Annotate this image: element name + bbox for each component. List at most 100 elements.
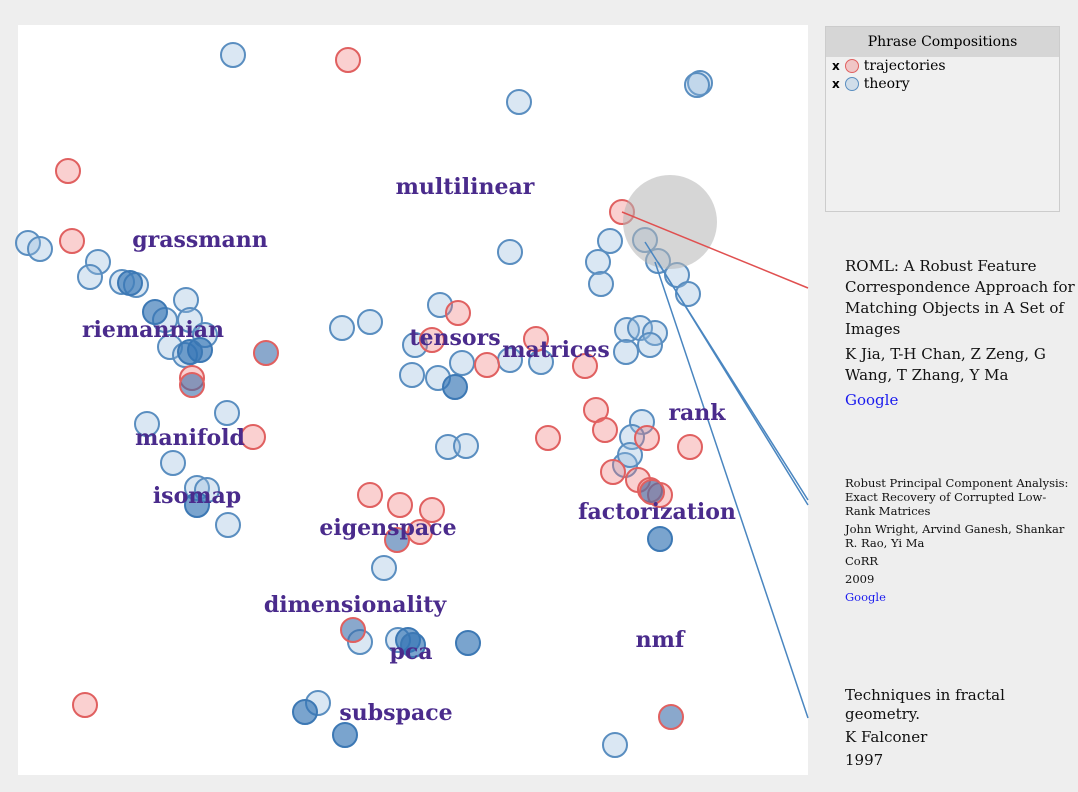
node [677, 434, 703, 460]
paper-title: Robust Principal Component Analysis: Exa… [845, 476, 1069, 518]
legend-title: Phrase Compositions [826, 27, 1059, 57]
node [597, 228, 623, 254]
node [173, 287, 199, 313]
paper-authors: John Wright, Arvind Ganesh, Shankar R. R… [845, 522, 1065, 550]
node [445, 300, 471, 326]
node [85, 249, 111, 275]
node [160, 450, 186, 476]
node [253, 340, 279, 366]
node [592, 417, 618, 443]
node [658, 704, 684, 730]
node [600, 459, 626, 485]
node [27, 236, 53, 262]
node [399, 362, 425, 388]
swatch [844, 59, 859, 73]
node [72, 692, 98, 718]
term: matrices [502, 337, 609, 363]
node [340, 617, 366, 643]
paper-link[interactable]: Google [845, 391, 899, 409]
node [629, 409, 655, 435]
term: nmf [636, 627, 686, 653]
legend-item: x theory [826, 75, 1059, 93]
node [449, 350, 475, 376]
node [639, 479, 665, 505]
paper-title: ROML: A Robust Feature Correspondence Ap… [845, 257, 1075, 338]
node [387, 492, 413, 518]
node [292, 699, 318, 725]
term: multilinear [396, 174, 535, 200]
node [585, 249, 611, 275]
paper: Robust Principal Component Analysis: Exa… [845, 476, 1075, 608]
node [357, 309, 383, 335]
node [400, 632, 426, 658]
paper-venue: CoRR [845, 554, 879, 568]
node [134, 411, 160, 437]
paper-authors: K Jia, T-H Chan, Z Zeng, G Wang, T Zhang… [845, 345, 1046, 384]
node [617, 442, 643, 468]
remove-button[interactable]: x [832, 77, 840, 91]
term: factorization [578, 499, 736, 525]
node [335, 47, 361, 73]
node [117, 270, 143, 296]
node [371, 555, 397, 581]
node [407, 519, 433, 545]
paper-year: 1997 [845, 751, 884, 769]
node [535, 425, 561, 451]
node [602, 732, 628, 758]
node [184, 492, 210, 518]
node [419, 327, 445, 353]
legend-label: theory [863, 76, 910, 92]
node [357, 482, 383, 508]
term: grassmann [132, 227, 268, 253]
node [506, 89, 532, 115]
paper-link[interactable]: Google [845, 590, 886, 604]
node [684, 72, 710, 98]
node [177, 339, 203, 365]
node [675, 281, 701, 307]
node [214, 400, 240, 426]
node [329, 315, 355, 341]
link [621, 211, 809, 289]
remove-button[interactable]: x [832, 59, 840, 73]
node [614, 317, 640, 343]
swatch [844, 77, 859, 91]
node [634, 425, 660, 451]
legend-label: trajectories [863, 58, 946, 74]
link [654, 261, 809, 719]
legend: Phrase Compositions x trajectories x theor… [825, 26, 1060, 212]
node [637, 332, 663, 358]
node [77, 264, 103, 290]
node [419, 497, 445, 523]
paper: Techniques in fractal geometry. K Falcon… [845, 686, 1045, 774]
node [15, 230, 41, 256]
node [384, 527, 410, 553]
node [613, 339, 639, 365]
node [453, 433, 479, 459]
term: isomap [153, 483, 241, 509]
node [55, 158, 81, 184]
paper-title: Techniques in fractal geometry. [845, 686, 1005, 723]
term: riemannian [82, 317, 224, 343]
node [455, 630, 481, 656]
legend-item: x trajectories [826, 57, 1059, 75]
node [220, 42, 246, 68]
node [240, 424, 266, 450]
node [59, 228, 85, 254]
node [497, 239, 523, 265]
term: dimensionality [264, 592, 448, 618]
node [588, 271, 614, 297]
node [332, 722, 358, 748]
node [442, 374, 468, 400]
node [215, 512, 241, 538]
term: eigenspace [319, 515, 456, 541]
node [647, 526, 673, 552]
term: tensors [409, 325, 500, 351]
term: rank [668, 400, 726, 426]
paper-authors: K Falconer [845, 728, 928, 746]
node [572, 353, 598, 379]
term: subspace [339, 700, 452, 726]
term: pca [389, 639, 432, 665]
node [523, 326, 549, 352]
focus [623, 175, 717, 269]
